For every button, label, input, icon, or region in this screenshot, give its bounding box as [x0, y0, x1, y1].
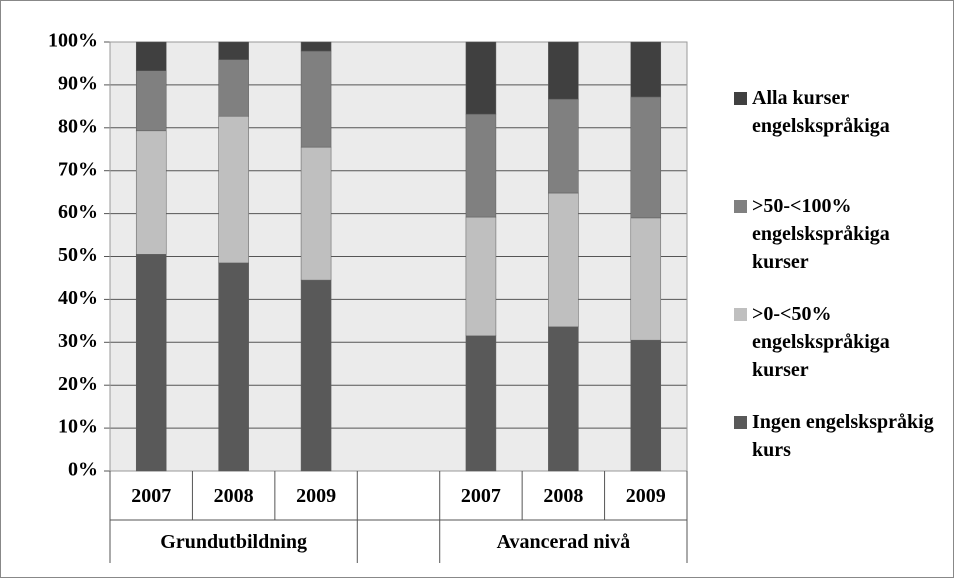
bar-segment — [465, 216, 497, 337]
y-tick-label: 60% — [58, 201, 98, 223]
x-tick-label: 2008 — [543, 485, 583, 507]
bar-segment — [218, 59, 249, 117]
bar-segment — [135, 41, 167, 71]
legend-swatch — [734, 92, 747, 105]
y-tick-label: 100% — [48, 30, 98, 52]
group-label: Grundutbildning — [160, 531, 307, 553]
bar-segment — [218, 115, 249, 264]
bar-segment — [630, 41, 662, 98]
y-tick-label: 20% — [58, 373, 98, 395]
y-tick-label: 90% — [58, 72, 98, 94]
x-tick-label: 2007 — [131, 485, 171, 507]
bar-segment — [465, 335, 497, 472]
legend-label: Alla kurser engelskspråkiga — [752, 87, 890, 137]
legend-entry: >0-<50% engelskspråkiga kurser — [730, 300, 945, 408]
y-tick-label: 50% — [58, 244, 98, 266]
y-tick-label: 0% — [68, 459, 98, 481]
x-tick-label: 2007 — [461, 485, 501, 507]
legend-label: Ingen engelskspråkig kurs — [752, 411, 934, 461]
bar-segment — [630, 339, 662, 472]
x-tick-label: 2009 — [626, 485, 666, 507]
bar-segment — [548, 192, 579, 328]
bar-segment — [465, 41, 497, 115]
bar-segment — [548, 98, 579, 194]
bar-segment — [218, 262, 249, 472]
y-tick-label: 30% — [58, 330, 98, 352]
bar-segment — [300, 50, 332, 148]
legend-swatch — [734, 308, 747, 321]
y-tick-label: 40% — [58, 287, 98, 309]
plot-border — [109, 41, 688, 472]
group-label: Avancerad nivå — [497, 531, 631, 553]
bar-segment — [548, 41, 579, 100]
bar-segment — [135, 254, 167, 472]
y-tick-label: 10% — [58, 416, 98, 438]
legend-label: >0-<50% engelskspråkiga kurser — [752, 303, 890, 381]
bar-segment — [135, 70, 167, 132]
legend-swatch — [734, 416, 747, 429]
bar-segment — [218, 41, 249, 60]
bar-segment — [135, 130, 167, 255]
legend-label: >50-<100% engelskspråkiga kurser — [752, 195, 890, 273]
legend-entry: Ingen engelskspråkig kurs — [730, 408, 945, 516]
y-tick-label: 70% — [58, 158, 98, 180]
bar-segment — [548, 326, 579, 472]
legend: Alla kurser engelskspråkiga >50-<100% eng… — [730, 84, 945, 516]
bar-segment — [630, 96, 662, 219]
bar-segment — [465, 113, 497, 218]
bar-segment — [630, 217, 662, 341]
x-tick-label: 2009 — [296, 485, 336, 507]
y-tick-label: 80% — [58, 115, 98, 137]
legend-entry: Alla kurser engelskspråkiga — [730, 84, 945, 192]
bar-segment — [300, 41, 332, 52]
bar-segment — [300, 146, 332, 281]
legend-swatch — [734, 200, 747, 213]
x-tick-label: 2008 — [214, 485, 254, 507]
bar-segment — [300, 279, 332, 472]
legend-entry: >50-<100% engelskspråkiga kurser — [730, 192, 945, 300]
